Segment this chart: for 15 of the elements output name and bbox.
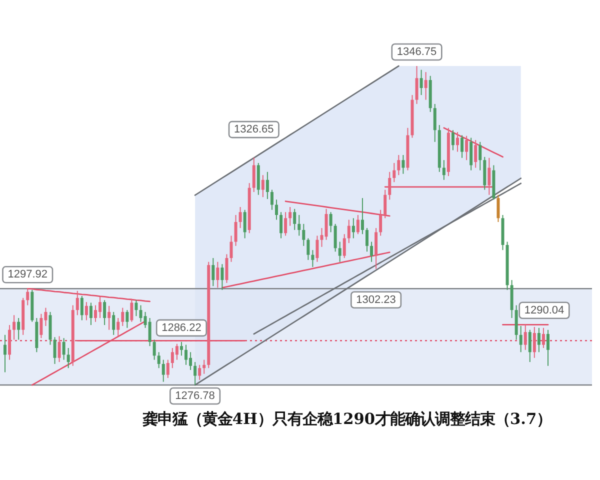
annotation: 1286.22	[162, 322, 202, 334]
annotation: 1286.22	[156, 319, 208, 337]
annotation: 1326.65	[228, 120, 280, 138]
annotation: 1326.65	[234, 124, 274, 136]
title: 龚申猛（黄金4H）只有企稳1290才能确认调整结束（3.7）	[142, 410, 552, 428]
annotation: 1302.23	[350, 291, 402, 309]
annotation: 1276.78	[170, 387, 221, 405]
annotation: 1297.92	[8, 268, 48, 281]
annotation: 1346.75	[391, 43, 442, 61]
annotation: 1297.92	[2, 266, 54, 284]
annotation: 1346.75	[396, 46, 437, 58]
annotation: 1290.04	[518, 302, 570, 320]
annotation: 1290.04	[524, 304, 564, 316]
annotation: 1302.23	[356, 294, 396, 306]
annotation: 1276.78	[175, 390, 215, 402]
